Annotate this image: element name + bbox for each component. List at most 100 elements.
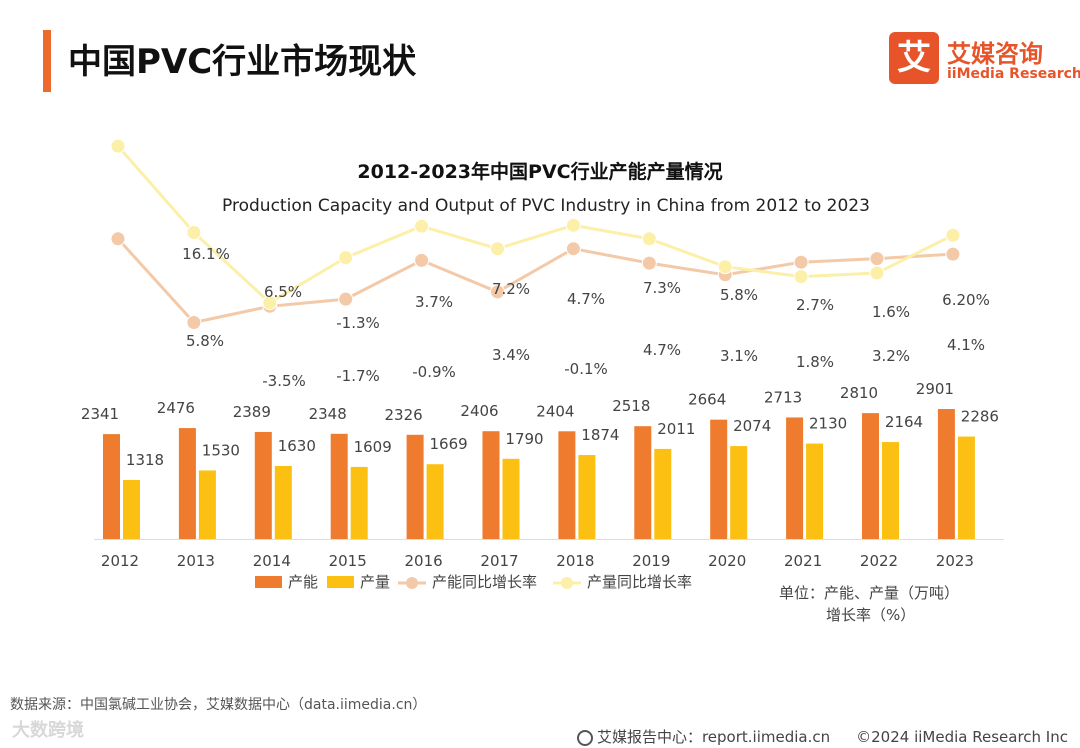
line-label-capacity-growth-2017: -0.1% bbox=[564, 360, 608, 378]
bar-label-output-2022: 2164 bbox=[885, 413, 923, 431]
point-capacity-growth-2021 bbox=[793, 254, 809, 270]
chart-title: 2012-2023年中国PVC行业产能产量情况 bbox=[357, 161, 723, 183]
line-output-growth bbox=[116, 145, 954, 305]
chart-subtitle: Production Capacity and Output of PVC In… bbox=[222, 196, 870, 216]
bar-output-2021 bbox=[806, 443, 824, 539]
bar-output-2015 bbox=[350, 466, 368, 539]
line-label-capacity-growth-2020: 1.8% bbox=[796, 353, 834, 371]
bar-label-output-2020: 2074 bbox=[733, 417, 771, 435]
bar-capacity-2020 bbox=[710, 419, 728, 539]
line-label-capacity-growth-2016: 3.4% bbox=[492, 346, 530, 364]
logo-cn-text: 艾媒咨询 bbox=[947, 40, 1043, 68]
line-label-output-growth-2020: 2.7% bbox=[796, 296, 834, 314]
report-center-link[interactable]: 艾媒报告中心：report.iimedia.cn bbox=[596, 728, 831, 746]
bar-label-capacity-2021: 2713 bbox=[764, 388, 802, 406]
bar-label-capacity-2017: 2406 bbox=[460, 402, 498, 420]
bar-capacity-2017 bbox=[482, 431, 500, 539]
bar-capacity-2012 bbox=[103, 434, 120, 539]
point-capacity-growth-2018 bbox=[565, 241, 581, 257]
x-tick-2015: 2015 bbox=[329, 552, 367, 570]
line-label-output-growth-2014: -1.3% bbox=[336, 314, 380, 332]
bar-label-capacity-2018: 2404 bbox=[536, 402, 574, 420]
point-capacity-growth-2016 bbox=[414, 252, 430, 268]
point-output-growth-2012 bbox=[110, 138, 126, 154]
legend-swatch-capacity bbox=[255, 576, 282, 588]
bar-label-capacity-2013: 2476 bbox=[157, 399, 195, 417]
line-label-capacity-growth-2014: -1.7% bbox=[336, 367, 380, 385]
x-tick-2018: 2018 bbox=[556, 552, 594, 570]
bar-output-2020 bbox=[730, 446, 748, 539]
bar-label-output-2017: 1790 bbox=[505, 430, 543, 448]
point-output-growth-2023 bbox=[945, 227, 961, 243]
point-capacity-growth-2017 bbox=[490, 284, 505, 300]
bar-label-output-2023: 2286 bbox=[961, 408, 999, 426]
bar-label-capacity-2012: 2341 bbox=[81, 405, 119, 423]
bar-output-2022 bbox=[882, 442, 899, 539]
line-label-output-growth-2021: 1.6% bbox=[872, 303, 910, 321]
bar-capacity-2021 bbox=[786, 417, 804, 539]
bar-label-capacity-2019: 2518 bbox=[612, 397, 650, 415]
line-label-capacity-growth-2018: 4.7% bbox=[643, 341, 681, 359]
bar-output-2023 bbox=[957, 436, 975, 539]
bar-label-output-2019: 2011 bbox=[657, 420, 695, 438]
x-tick-2021: 2021 bbox=[784, 552, 822, 570]
page-title: 中国PVC行业市场现状 bbox=[68, 42, 417, 82]
legend-label-capacity-growth: 产能同比增长率 bbox=[432, 573, 537, 591]
x-tick-2020: 2020 bbox=[708, 552, 746, 570]
point-output-growth-2019 bbox=[641, 231, 657, 247]
point-capacity-growth-2022 bbox=[869, 251, 885, 267]
bar-label-output-2016: 1669 bbox=[430, 435, 468, 453]
bar-capacity-2022 bbox=[862, 413, 879, 539]
line-label-capacity-growth-2019: 3.1% bbox=[720, 347, 758, 365]
line-label-capacity-growth-2015: -0.9% bbox=[412, 363, 456, 381]
point-output-growth-2015 bbox=[338, 250, 354, 266]
bar-label-output-2014: 1630 bbox=[278, 437, 316, 455]
title-accent-bar bbox=[43, 30, 51, 92]
bar-output-2014 bbox=[274, 465, 292, 539]
legend-marker-output-growth bbox=[561, 577, 573, 589]
point-capacity-growth-2023 bbox=[945, 246, 961, 262]
bar-capacity-2014 bbox=[254, 431, 272, 539]
bar-label-capacity-2014: 2389 bbox=[233, 403, 271, 421]
bar-capacity-2023 bbox=[937, 409, 955, 539]
x-tick-2019: 2019 bbox=[632, 552, 670, 570]
legend-marker-capacity-growth bbox=[406, 577, 418, 589]
bar-capacity-2013 bbox=[178, 428, 196, 539]
line-label-output-growth-2015: 3.7% bbox=[415, 293, 453, 311]
x-tick-2023: 2023 bbox=[936, 552, 974, 570]
bar-label-capacity-2020: 2664 bbox=[688, 391, 726, 409]
bar-label-capacity-2023: 2901 bbox=[916, 380, 954, 398]
bar-label-output-2021: 2130 bbox=[809, 415, 847, 433]
copyright: ©2024 iiMedia Research Inc bbox=[856, 728, 1068, 746]
x-tick-2013: 2013 bbox=[177, 552, 215, 570]
bar-output-2016 bbox=[426, 464, 444, 539]
bar-capacity-2018 bbox=[558, 431, 576, 539]
bar-capacity-2019 bbox=[634, 426, 652, 539]
point-capacity-growth-2012 bbox=[110, 231, 126, 247]
bar-output-2013 bbox=[198, 470, 216, 539]
point-output-growth-2020 bbox=[717, 259, 733, 275]
line-label-capacity-growth-2013: -3.5% bbox=[262, 372, 306, 390]
bar-label-capacity-2016: 2326 bbox=[385, 406, 423, 424]
bar-label-output-2015: 1609 bbox=[354, 438, 392, 456]
point-output-growth-2018 bbox=[565, 217, 581, 233]
globe-icon bbox=[576, 730, 593, 746]
footer: 艾媒报告中心：report.iimedia.cn ©2024 iiMedia Re… bbox=[576, 726, 1068, 747]
line-label-output-growth-2023: 6.20% bbox=[942, 291, 990, 309]
point-output-growth-2021 bbox=[793, 269, 809, 285]
watermark: 大数跨境 bbox=[12, 720, 84, 741]
x-tick-2016: 2016 bbox=[405, 552, 443, 570]
legend-label-output-growth: 产量同比增长率 bbox=[587, 573, 692, 591]
bar-output-2012 bbox=[123, 479, 140, 539]
line-label-output-growth-2017: 4.7% bbox=[567, 290, 605, 308]
point-output-growth-2016 bbox=[414, 218, 430, 234]
bar-capacity-2016 bbox=[406, 434, 424, 539]
iimedia-logo: 艾 艾媒咨询 iiMedia Research bbox=[889, 32, 1080, 88]
bar-output-2018 bbox=[578, 455, 596, 539]
point-output-growth-2022 bbox=[869, 265, 885, 281]
line-capacity-growth bbox=[116, 237, 953, 325]
line-label-output-growth-2016: 7.2% bbox=[492, 280, 530, 298]
legend-swatch-output bbox=[327, 576, 354, 588]
legend-label-capacity: 产能 bbox=[288, 573, 318, 591]
unit-note-2: 增长率（%） bbox=[826, 606, 915, 624]
